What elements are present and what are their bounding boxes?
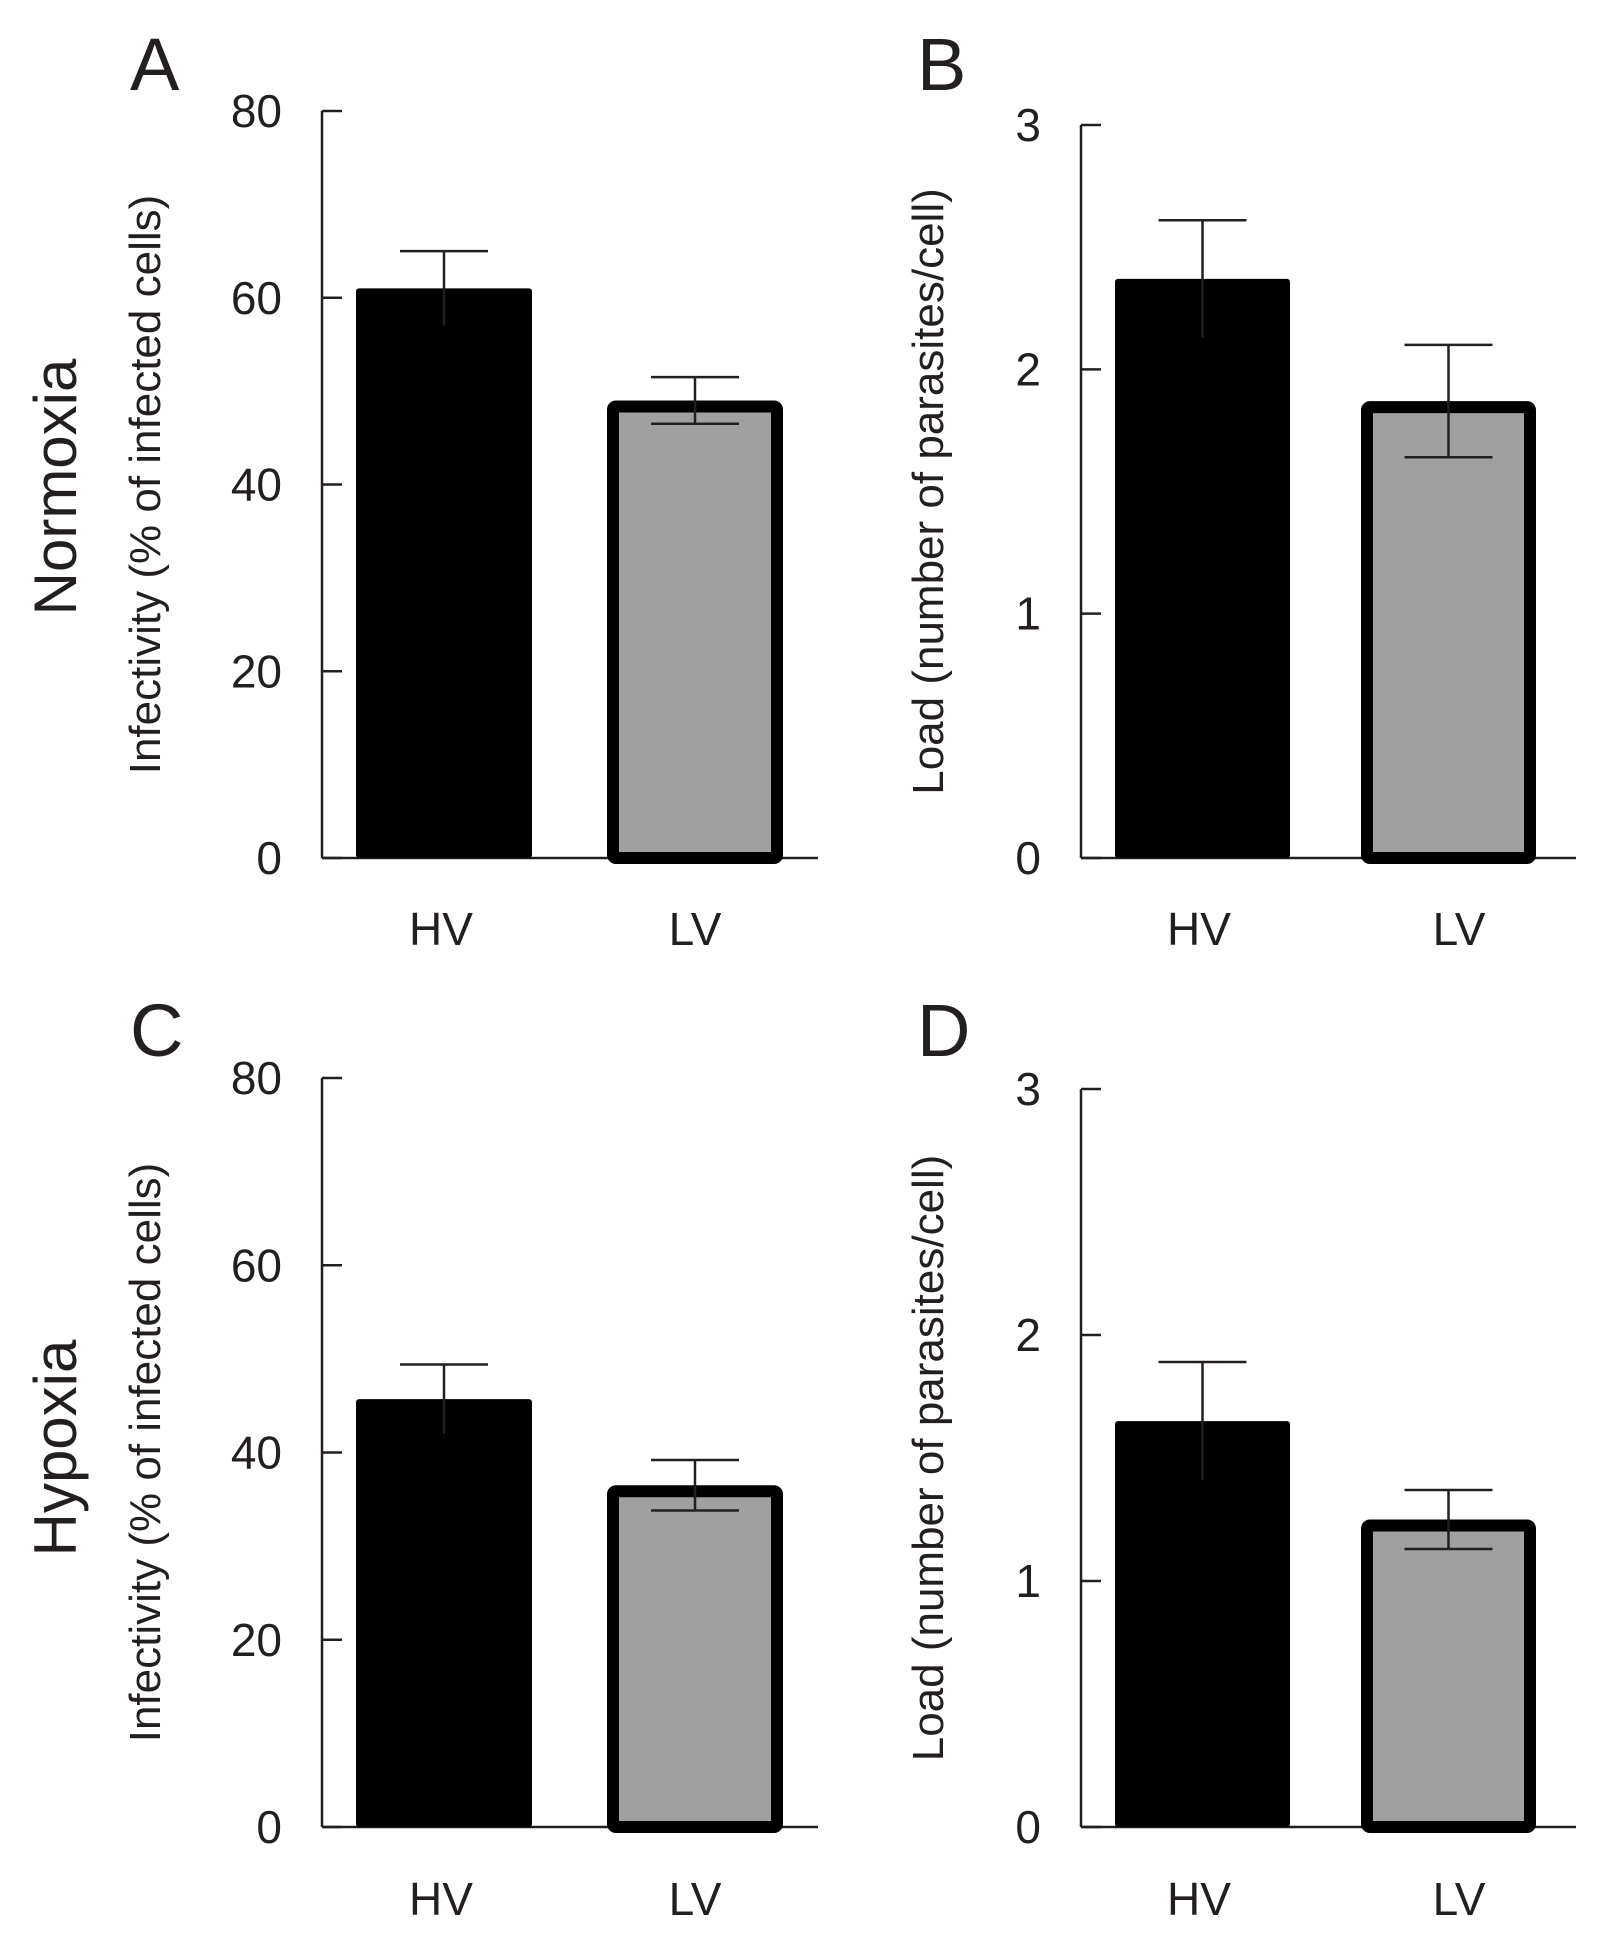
row-label-normoxia: Normoxia: [22, 358, 89, 615]
y-tick-label: 80: [231, 1052, 282, 1104]
x-category-label: LV: [669, 1873, 722, 1925]
bar-lv: [607, 1485, 783, 1834]
bar-lv: [607, 400, 783, 864]
y-axis-title: Infectivity (% of infected cells): [121, 1163, 170, 1743]
x-category-label: LV: [669, 903, 722, 955]
y-tick-label: 40: [231, 459, 282, 511]
y-tick-label: 80: [231, 85, 282, 137]
bar-hv: [1115, 1421, 1290, 1827]
x-category-label: HV: [409, 1873, 473, 1925]
panel-letter: D: [917, 989, 970, 1072]
y-tick-label: 0: [1015, 1801, 1041, 1853]
x-category-label: HV: [409, 903, 473, 955]
y-tick-label: 60: [231, 272, 282, 324]
panel-letter: A: [130, 23, 180, 106]
y-tick-label: 20: [231, 1614, 282, 1666]
x-category-label: HV: [1167, 1873, 1231, 1925]
y-tick-label: 0: [1015, 832, 1041, 884]
panel-c: C Infectivity (% of infected cells) 0 20 40 6…: [121, 989, 818, 1925]
y-tick-label: 0: [256, 832, 282, 884]
y-tick-label: 1: [1015, 588, 1041, 640]
panel-letter: B: [917, 23, 966, 106]
panel-b: B Load (number of parasites/cell) 0 1 2 3 HV LV: [904, 23, 1576, 955]
y-axis-title: Load (number of parasites/cell): [904, 188, 953, 795]
y-axis-title: Infectivity (% of infected cells): [121, 195, 170, 775]
y-axis-title: Load (number of parasites/cell): [904, 1155, 953, 1762]
y-tick-label: 40: [231, 1427, 282, 1479]
y-tick-label: 2: [1015, 343, 1041, 395]
row-label-hypoxia: Hypoxia: [22, 1339, 89, 1556]
y-tick-label: 1: [1015, 1555, 1041, 1607]
bar-hv: [1115, 278, 1290, 858]
y-tick-label: 2: [1015, 1309, 1041, 1361]
bar-lv: [1361, 1519, 1536, 1833]
y-tick-label: 0: [256, 1801, 282, 1853]
x-category-label: LV: [1433, 1873, 1486, 1925]
bar-hv: [356, 288, 532, 859]
x-category-label: HV: [1167, 903, 1231, 955]
panel-letter: C: [130, 989, 183, 1072]
y-tick-label: 3: [1015, 1063, 1041, 1115]
y-tick-label: 20: [231, 645, 282, 697]
y-tick-label: 60: [231, 1239, 282, 1291]
bar-lv: [1361, 401, 1536, 864]
panel-a: A Infectivity (% of infected cells) 0 20 40 6…: [121, 23, 818, 955]
x-category-label: LV: [1433, 903, 1486, 955]
bar-hv: [356, 1399, 532, 1827]
panel-d: D Load (number of parasites/cell) 0 1 2 3 HV LV: [904, 989, 1576, 1925]
y-tick-label: 3: [1015, 99, 1041, 151]
